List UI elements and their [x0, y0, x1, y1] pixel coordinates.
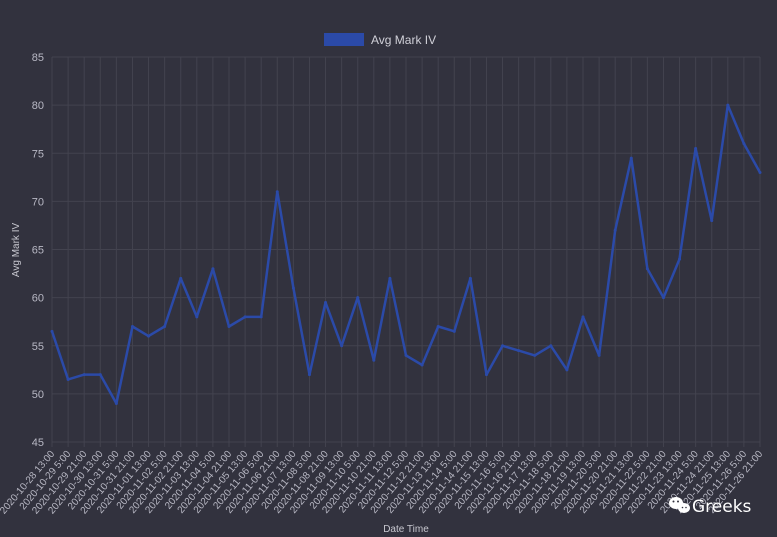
data-point[interactable]: [340, 344, 344, 348]
data-point[interactable]: [645, 267, 649, 271]
data-point[interactable]: [307, 373, 311, 377]
data-point[interactable]: [613, 228, 617, 232]
data-point[interactable]: [82, 373, 86, 377]
data-point[interactable]: [565, 368, 569, 372]
data-point[interactable]: [468, 276, 472, 280]
data-point[interactable]: [678, 257, 682, 261]
data-point[interactable]: [291, 286, 295, 290]
data-point[interactable]: [163, 325, 167, 328]
data-point[interactable]: [275, 190, 279, 194]
data-point[interactable]: [179, 276, 183, 280]
watermark: Greeks: [669, 497, 752, 517]
series-layer: [50, 103, 762, 405]
y-tick-label: 55: [32, 341, 44, 353]
data-point[interactable]: [452, 329, 456, 333]
y-tick-label: 50: [32, 389, 44, 401]
data-point[interactable]: [243, 315, 247, 319]
data-point[interactable]: [420, 363, 424, 367]
data-point[interactable]: [710, 219, 714, 223]
data-point[interactable]: [661, 296, 665, 300]
data-point[interactable]: [758, 171, 762, 174]
data-point[interactable]: [388, 276, 392, 280]
data-point[interactable]: [597, 353, 601, 357]
data-point[interactable]: [114, 402, 118, 405]
data-point[interactable]: [629, 156, 633, 160]
y-axis-title: Avg Mark IV: [11, 223, 22, 278]
data-point[interactable]: [517, 349, 521, 353]
y-tick-label: 70: [32, 196, 44, 208]
y-tick-label: 75: [32, 148, 44, 160]
y-tick-label: 65: [32, 245, 44, 257]
wechat-icon: [669, 497, 690, 513]
data-point[interactable]: [147, 334, 151, 338]
watermark-text: Greeks: [692, 497, 752, 517]
data-point[interactable]: [549, 344, 553, 348]
data-point[interactable]: [372, 358, 376, 362]
data-point[interactable]: [66, 377, 70, 381]
legend-label: Avg Mark IV: [371, 33, 436, 47]
legend[interactable]: Avg Mark IV: [324, 33, 436, 47]
data-point[interactable]: [50, 329, 54, 333]
y-axis-ticks: 45 50 55 60 65 70 75 80 85: [32, 52, 44, 449]
data-point[interactable]: [195, 315, 199, 319]
x-axis-title: Date Time: [383, 524, 429, 535]
data-point[interactable]: [501, 344, 505, 348]
data-point[interactable]: [742, 142, 746, 146]
data-point[interactable]: [726, 103, 730, 107]
y-tick-label: 45: [32, 437, 44, 449]
data-point[interactable]: [694, 146, 698, 150]
data-point[interactable]: [404, 353, 408, 357]
legend-swatch: [324, 33, 364, 46]
y-tick-label: 80: [32, 100, 44, 112]
data-point[interactable]: [130, 325, 134, 328]
data-point[interactable]: [436, 325, 440, 328]
data-point[interactable]: [227, 325, 231, 328]
data-point[interactable]: [324, 300, 328, 304]
data-point[interactable]: [211, 267, 215, 271]
data-point[interactable]: [259, 315, 263, 319]
data-point[interactable]: [581, 315, 585, 319]
data-point[interactable]: [484, 373, 488, 377]
y-tick-label: 60: [32, 293, 44, 305]
data-point[interactable]: [533, 353, 537, 357]
y-tick-label: 85: [32, 52, 44, 64]
data-point[interactable]: [356, 296, 360, 300]
data-point[interactable]: [98, 373, 102, 377]
vertical-gridlines: [51, 57, 761, 447]
